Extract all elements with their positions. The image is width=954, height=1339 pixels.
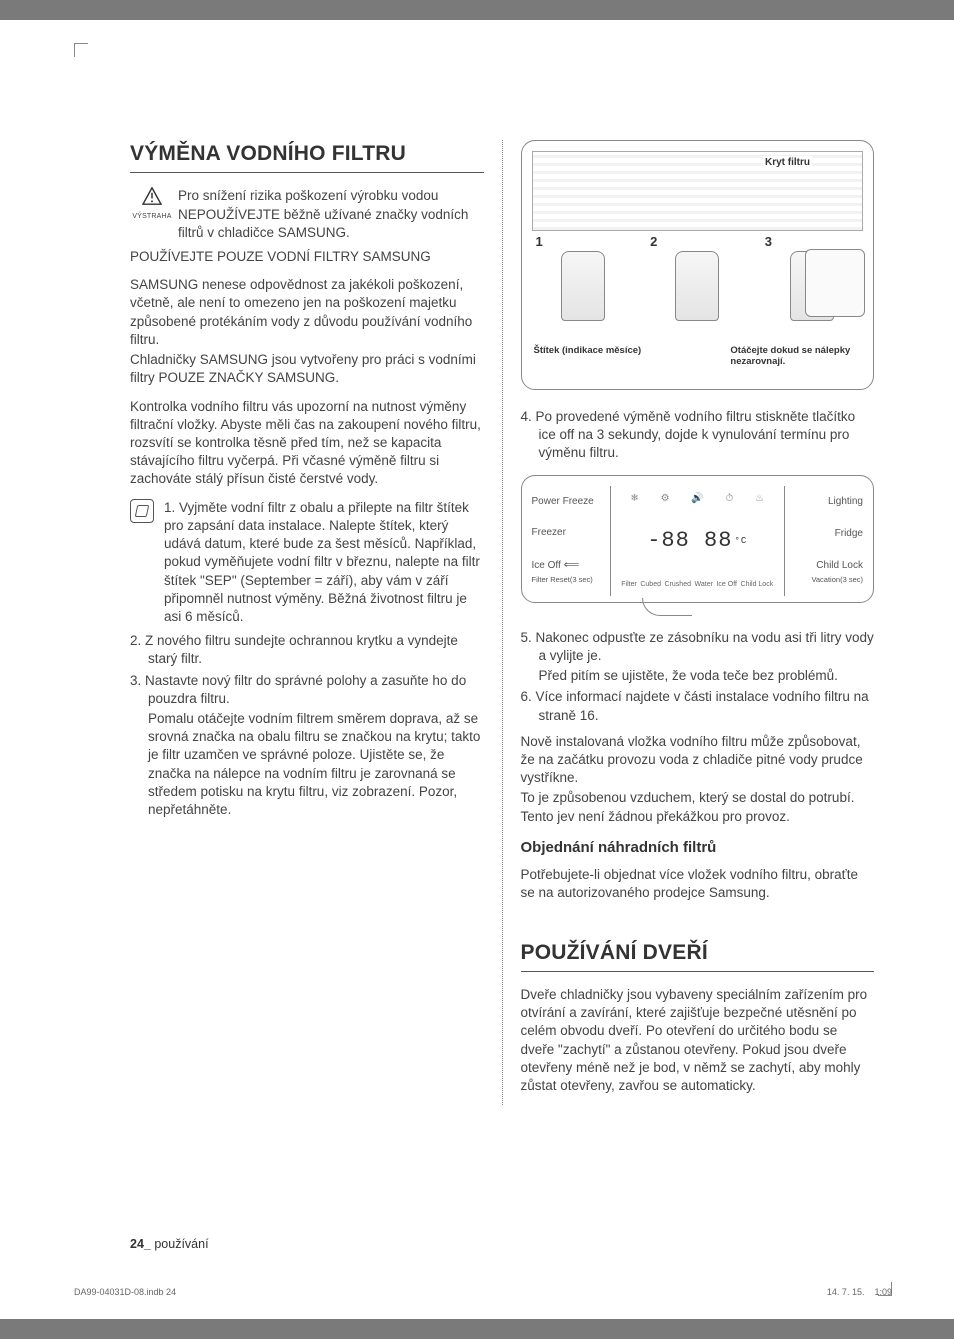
fig1-num1: 1 [536, 233, 543, 251]
content-columns: VÝMĚNA VODNÍHO FILTRU VÝSTRAHA Pro sníže… [130, 140, 874, 1105]
warning-icon-wrap: VÝSTRAHA [130, 187, 174, 221]
para-air: To je způsobenou vzduchem, který se dost… [521, 789, 875, 825]
note-icon-wrap [130, 499, 160, 523]
figure-filter-install: Kryt filtru 1 2 3 [521, 140, 875, 390]
fan-icon: ⚙ [661, 492, 670, 506]
step-5-sub: Před pitím se ujistěte, že voda teče bez… [539, 667, 875, 685]
lbl-power-freeze: Power Freeze [532, 495, 610, 509]
warning-caption: VÝSTRAHA [130, 212, 174, 221]
crop-mark-top [74, 43, 88, 57]
warning-text: Pro snížení rizika poškození výrobku vod… [178, 187, 484, 242]
panel-left-labels: Power Freeze Freezer Ice Off ⟸ Filter Re… [532, 486, 610, 596]
b-crushed: Crushed [665, 580, 691, 589]
b-filter: Filter [621, 580, 637, 589]
print-meta: DA99-04031D-08.indb 24 14. 7. 15. 1:09 [74, 1287, 892, 1297]
fig1-num3: 3 [765, 233, 772, 251]
lbl-lighting: Lighting [785, 495, 863, 509]
lbl-filter-reset: Filter Reset(3 sec) [532, 575, 593, 584]
meta-date: 14. 7. 15. [827, 1287, 865, 1297]
lbl-ice-off-t: Ice Off [532, 560, 561, 571]
para-only-brand: Chladničky SAMSUNG jsou vytvořeny pro pr… [130, 351, 484, 387]
snowflake-icon: ❄ [630, 492, 638, 506]
filter-sketch-2 [675, 251, 719, 321]
step-2: 2. Z nového filtru sundejte ochrannou kr… [130, 632, 484, 668]
timer-icon: ⏱ [726, 492, 734, 506]
panel-callout-pointer [642, 598, 692, 616]
page-footer: 24_ používání [130, 1237, 874, 1251]
step-5-text: 5. Nakonec odpusťte ze zásobníku na vodu… [521, 630, 874, 663]
panel-deg: °C [734, 535, 747, 547]
subheading-order: Objednání náhradních filtrů [521, 838, 875, 858]
column-divider [502, 140, 503, 1105]
right-column: Kryt filtru 1 2 3 [521, 140, 875, 1105]
para-splash: Nově instalovaná vložka vodního filtru m… [521, 733, 875, 788]
b-childlock: Child Lock [741, 580, 774, 589]
lbl-ice-off: Ice Off ⟸ Filter Reset(3 sec) [532, 558, 610, 586]
warning-triangle-icon [142, 187, 162, 205]
fig1-step3: 3 [763, 239, 861, 339]
steps-5-6: 5. Nakonec odpusťte ze zásobníku na vodu… [521, 629, 875, 725]
step-3: 3. Nastavte nový filtr do správné polohy… [130, 672, 484, 820]
b-water: Water [695, 580, 713, 589]
lbl-fridge: Fridge [785, 527, 863, 541]
fig1-cover-label: Kryt filtru [763, 156, 812, 170]
filter-only-samsung: POUŽÍVEJTE POUZE VODNÍ FILTRY SAMSUNG [130, 248, 484, 266]
fig1-bottom-labels: Štítek (indikace měsíce) Otáčejte dokud … [532, 345, 864, 368]
panel-icons-row: ❄ ⚙ 🔊 ⏱ ♨ [620, 492, 776, 506]
b-iceoff: Ice Off [716, 580, 737, 589]
fig1-step2: 2 [648, 239, 746, 339]
fig1-steps: 1 2 3 [532, 239, 864, 339]
fig1-num2: 2 [650, 233, 657, 251]
meta-file: DA99-04031D-08.indb 24 [74, 1287, 176, 1297]
step-1: 1. Vyjměte vodní filtr z obalu a přilept… [164, 499, 484, 627]
step-3-text: 3. Nastavte nový filtr do správné polohy… [130, 673, 466, 706]
fig1-label-right: Otáčejte dokud se nálepky nezarovnají. [730, 345, 863, 368]
section-heading-doors: POUŽÍVÁNÍ DVEŘÍ [521, 939, 875, 972]
warning-block: VÝSTRAHA Pro snížení rizika poškození vý… [130, 187, 484, 242]
note-block: 1. Vyjměte vodní filtr z obalu a přilept… [130, 499, 484, 627]
left-column: VÝMĚNA VODNÍHO FILTRU VÝSTRAHA Pro sníže… [130, 140, 484, 1105]
step-3-sub: Pomalu otáčejte vodním filtrem směrem do… [148, 710, 484, 819]
step-6: 6. Více informací najdete v části instal… [521, 688, 875, 724]
step-4: 4. Po provedené výměně vodního filtru st… [521, 408, 875, 463]
fig1-step1: 1 [534, 239, 632, 339]
footer-section: používání [154, 1237, 208, 1251]
figure2-inner: Power Freeze Freezer Ice Off ⟸ Filter Re… [532, 486, 864, 596]
sound-icon: 🔊 [691, 492, 703, 506]
figure-control-panel: Power Freeze Freezer Ice Off ⟸ Filter Re… [521, 475, 875, 603]
meta-datetime: 14. 7. 15. 1:09 [827, 1287, 892, 1297]
lbl-vacation: Vacation(3 sec) [811, 575, 863, 584]
lbl-child-lock-t: Child Lock [816, 560, 863, 571]
page-number: 24_ [130, 1237, 151, 1251]
panel-bottom-row: Filter Cubed Crushed Water Ice Off Child… [620, 580, 776, 589]
para-liability: SAMSUNG nenese odpovědnost za jakékoli p… [130, 276, 484, 349]
flame-icon: ♨ [755, 492, 764, 506]
steps-4: 4. Po provedené výměně vodního filtru st… [521, 408, 875, 463]
lbl-freezer: Freezer [532, 526, 610, 540]
figure1-inner: Kryt filtru 1 2 3 [532, 151, 864, 379]
fig1-fridge-top: Kryt filtru [532, 151, 864, 231]
filter-alignment-box [805, 249, 865, 317]
para-order: Potřebujete-li objednat více vložek vodn… [521, 866, 875, 902]
para-doors: Dveře chladničky jsou vybaveny speciální… [521, 986, 875, 1095]
filter-sketch-1 [561, 251, 605, 321]
lbl-child-lock: Child Lock Vacation(3 sec) [785, 559, 863, 586]
meta-time: 1:09 [874, 1287, 892, 1297]
b-cubed: Cubed [640, 580, 661, 589]
fig1-label-left: Štítek (indikace měsíce) [532, 345, 648, 368]
step-5: 5. Nakonec odpusťte ze zásobníku na vodu… [521, 629, 875, 686]
page: VÝMĚNA VODNÍHO FILTRU VÝSTRAHA Pro sníže… [0, 20, 954, 1319]
note-icon [130, 499, 154, 523]
section-heading-filter: VÝMĚNA VODNÍHO FILTRU [130, 140, 484, 173]
panel-right-labels: Lighting Fridge Child Lock Vacation(3 se… [785, 486, 863, 596]
para-indicator: Kontrolka vodního filtru vás upozorní na… [130, 398, 484, 489]
panel-temp-display: -88 88 [647, 526, 732, 556]
steps-list-left: 2. Z nového filtru sundejte ochrannou kr… [130, 632, 484, 819]
